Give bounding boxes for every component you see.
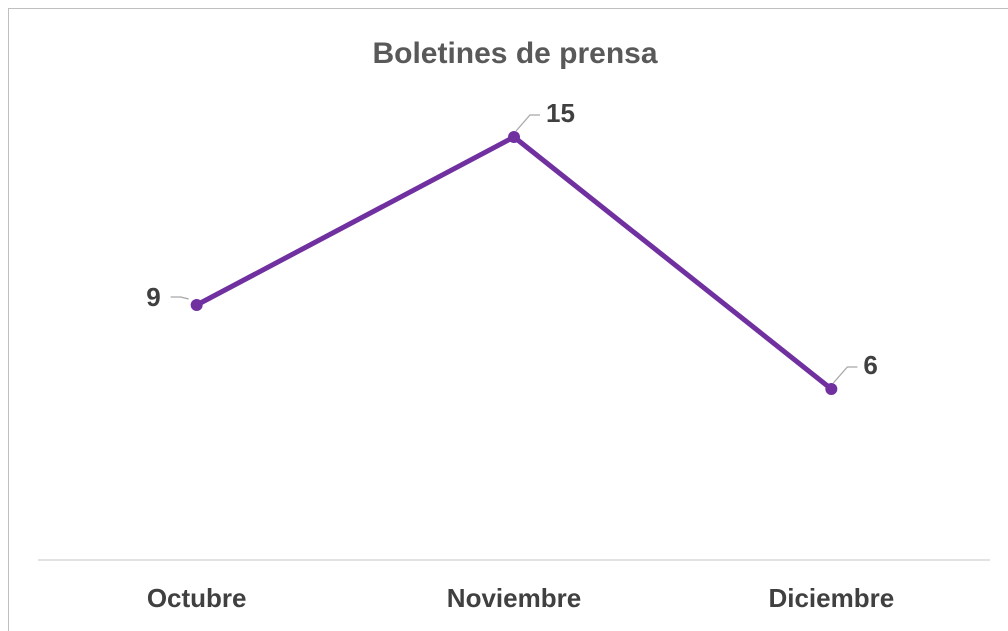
data-label: 9: [146, 282, 160, 312]
chart-title: Boletines de prensa: [372, 37, 657, 70]
x-tick-label: Noviembre: [447, 583, 581, 613]
leader-line: [170, 296, 189, 300]
data-point: [190, 299, 203, 311]
chart-frame: [8, 8, 1008, 631]
leader-line: [832, 366, 858, 384]
data-point: [825, 383, 838, 395]
leader-line: [515, 114, 540, 132]
data-label: 6: [863, 350, 877, 380]
data-point: [508, 131, 520, 143]
x-tick-label: Diciembre: [768, 583, 894, 613]
x-tick-label: Octubre: [147, 583, 247, 613]
data-label: 15: [546, 98, 575, 128]
